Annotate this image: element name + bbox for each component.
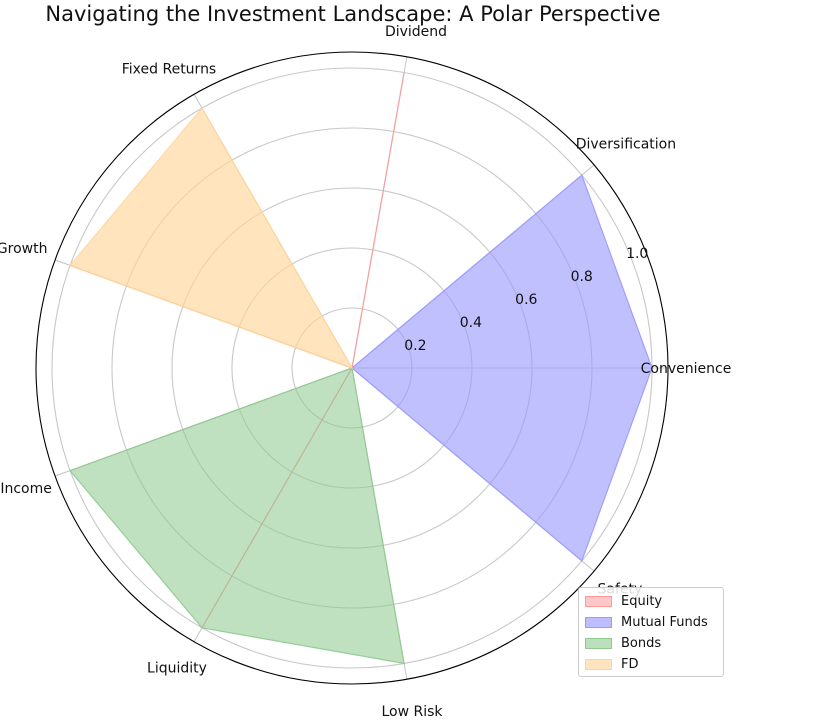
legend-swatch-mutual-funds [585,617,612,628]
legend-swatch-equity [585,596,612,607]
angular-tick-label: Dividend [385,24,447,40]
legend-label-mutual-funds: Mutual Funds [621,615,708,630]
polar-frame [35,51,669,685]
angular-tick-label: Fixed Returns [122,62,216,78]
angular-tick-label: Low Risk [381,704,443,720]
angular-tick-label: Growth [0,241,47,257]
data-layer [69,72,653,665]
legend-label-bonds: Bonds [621,636,662,651]
legend: Equity Mutual Funds Bonds FD [578,587,724,677]
legend-swatch-fd [585,659,612,670]
legend-item-fd: FD [585,654,717,675]
legend-item-bonds: Bonds [585,633,717,654]
angular-tick-label: Liquidity [147,660,207,676]
legend-label-equity: Equity [621,594,663,609]
radial-tick-label: 0.4 [460,315,482,331]
series-area-bonds [69,367,405,665]
radial-tick-label: 0.8 [571,269,593,285]
legend-item-equity: Equity [585,591,717,612]
series-area-mutual-funds [351,174,653,562]
angular-tick-label: Diversification [576,136,676,152]
angular-tick-label: Income [0,481,52,497]
legend-swatch-bonds [585,638,612,649]
legend-item-mutual-funds: Mutual Funds [585,612,717,633]
legend-label-fd: FD [621,657,639,672]
radial-tick-label: 1.0 [626,246,648,262]
chart-title: Navigating the Investment Landscape: A P… [45,2,661,26]
series-area-fd [69,107,354,370]
angular-tick-label: Convenience [641,361,732,377]
radial-tick-label: 0.2 [404,338,426,354]
radial-tick-label: 0.6 [515,292,537,308]
